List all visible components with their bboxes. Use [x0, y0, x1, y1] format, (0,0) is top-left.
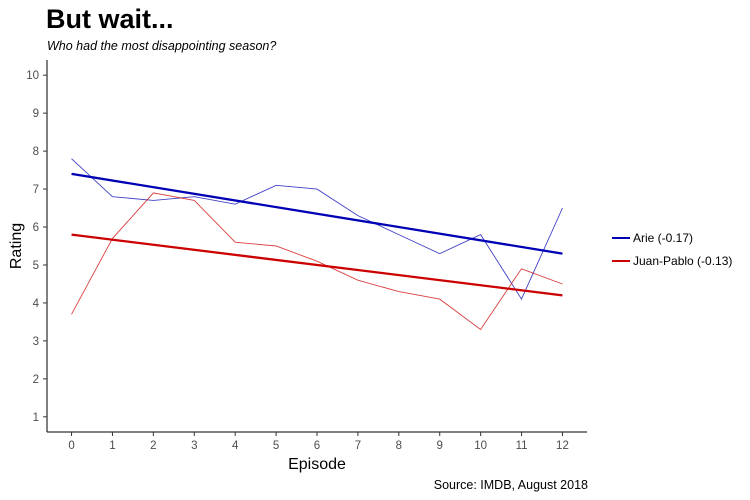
y-tick-label: 1: [33, 412, 39, 424]
series-line-arie: [71, 158, 563, 301]
y-tick-label: 8: [33, 146, 39, 158]
x-tick-label: 5: [273, 440, 279, 452]
legend-item: Arie (-0.17): [612, 226, 732, 249]
x-tick-label: 7: [355, 440, 361, 452]
source-note: Source: IMDB, August 2018: [433, 478, 588, 492]
x-tick-label: 10: [474, 440, 487, 452]
legend-swatch: [612, 259, 630, 262]
y-tick-label: 4: [33, 298, 40, 310]
trend-line-arie: [71, 172, 563, 255]
legend-label: Arie (-0.17): [633, 230, 694, 245]
legend-item: Juan-Pablo (-0.13): [612, 249, 732, 272]
y-tick-label: 10: [26, 70, 39, 82]
x-tick-label: 3: [191, 440, 197, 452]
x-tick-label: 8: [396, 440, 402, 452]
x-tick-label: 6: [314, 440, 320, 452]
x-axis-label: Episode: [288, 456, 346, 473]
chart-title: But wait...: [46, 4, 174, 34]
y-tick-label: 7: [33, 184, 39, 196]
legend: Arie (-0.17) Juan-Pablo (-0.13): [612, 226, 732, 272]
series-layer: [71, 158, 563, 331]
y-tick-label: 5: [33, 260, 39, 272]
y-axis-label: Rating: [8, 223, 25, 269]
legend-label: Juan-Pablo (-0.13): [633, 253, 733, 268]
series-line-juan-pablo: [71, 192, 563, 331]
y-tick-label: 9: [33, 108, 39, 120]
x-tick-label: 4: [232, 440, 239, 452]
y-tick-label: 3: [33, 336, 39, 348]
x-tick-label: 11: [516, 440, 528, 452]
x-tick-label: 9: [437, 440, 443, 452]
chart-subtitle: Who had the most disappointing season?: [47, 39, 277, 53]
y-tick-label: 6: [33, 222, 39, 234]
x-tick-label: 0: [68, 440, 74, 452]
trend-line-juan-pablo: [71, 233, 563, 297]
x-tick-label: 1: [109, 440, 115, 452]
x-tick-label: 12: [556, 440, 569, 452]
x-tick-label: 2: [150, 440, 156, 452]
legend-swatch: [612, 236, 630, 239]
y-tick-label: 2: [33, 374, 39, 386]
